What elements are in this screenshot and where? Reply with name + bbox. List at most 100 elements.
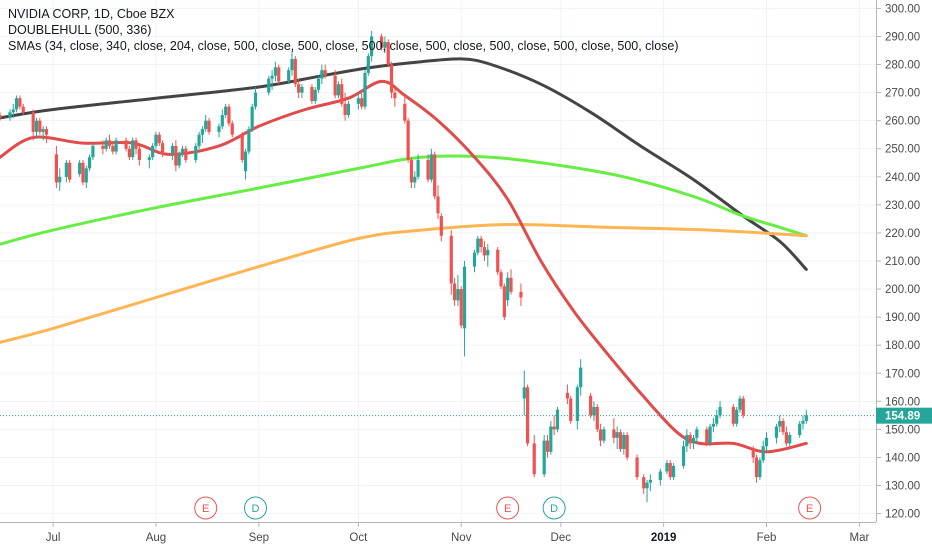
candle [433, 151, 437, 200]
candle [31, 109, 35, 141]
candle [522, 370, 526, 416]
candle-body [134, 140, 138, 149]
candle [645, 479, 649, 503]
candle-body [194, 145, 198, 160]
candle-body [111, 145, 115, 152]
candle [426, 154, 430, 183]
candle [91, 143, 95, 160]
candle-body [472, 252, 477, 267]
candle [545, 435, 550, 458]
candle-body [217, 126, 221, 132]
candle-body [44, 129, 49, 135]
candle-body [555, 409, 560, 430]
candle-body [758, 460, 762, 478]
candle-body [170, 145, 175, 155]
candle [300, 84, 304, 99]
earnings-marker[interactable]: E [798, 496, 822, 520]
candle-body [549, 426, 553, 452]
candle-body [452, 283, 457, 301]
candle-body [784, 432, 789, 444]
candle-body [658, 471, 662, 480]
candle-body [323, 70, 327, 76]
earnings-marker[interactable]: E [194, 496, 218, 520]
candle [459, 286, 463, 329]
time-tick-label: Jul [46, 532, 61, 544]
sma-indicator-label: SMAs (34, close, 340, close, 204, close,… [8, 39, 679, 53]
candle-body [625, 435, 629, 458]
candle-body [764, 437, 769, 447]
candle [111, 143, 115, 155]
candle-body [297, 84, 301, 93]
candle-body [499, 272, 503, 287]
candle [310, 84, 314, 104]
candle-body [774, 426, 779, 438]
price-tick-label: 300.00 [885, 3, 920, 15]
candle-body [406, 120, 410, 160]
candle-body [247, 129, 251, 152]
candle [671, 463, 676, 480]
candle-body [459, 289, 463, 326]
candle [197, 131, 201, 149]
candle [758, 457, 762, 480]
candle [688, 432, 692, 450]
candle [801, 415, 805, 430]
sma_orange-line [0, 222, 808, 344]
candle-body [645, 482, 649, 489]
candle-body [356, 98, 360, 104]
candle-body [778, 420, 782, 427]
earnings-marker[interactable]: E [496, 496, 520, 520]
candle [565, 384, 570, 405]
candle-body [277, 67, 281, 82]
candle-body [157, 134, 161, 144]
candle-body [602, 429, 606, 441]
candle [180, 145, 185, 158]
marker-label: E [202, 503, 209, 515]
candle-body [754, 457, 759, 478]
candle-body [708, 426, 712, 444]
candle [366, 53, 370, 76]
candle-body [68, 162, 72, 180]
candle [751, 446, 755, 464]
candle [462, 261, 467, 357]
candle [356, 92, 360, 110]
price-axis[interactable]: 120.00 130.00 140.00 150.00 160.00 170.00 180.… [876, 0, 932, 550]
candle [194, 143, 198, 163]
candle-body [174, 145, 178, 166]
candle [509, 269, 513, 295]
dividend-marker[interactable]: D [244, 496, 267, 520]
candle [389, 61, 394, 99]
candle [253, 87, 258, 110]
candle-body [715, 415, 719, 424]
candle-body [804, 415, 808, 421]
moving-average-lines [0, 57, 808, 454]
candle [658, 468, 662, 486]
marker-circle [798, 496, 822, 520]
candle [177, 151, 181, 169]
candle-body [622, 435, 626, 450]
candle [207, 117, 211, 135]
candle-body [615, 432, 619, 438]
candle [379, 33, 384, 51]
candle-body [31, 112, 35, 132]
candle-body [668, 463, 672, 478]
candle [555, 406, 560, 433]
candle [449, 230, 453, 295]
candle-body [393, 92, 397, 99]
dividend-marker[interactable]: D [542, 496, 566, 520]
candle [642, 474, 646, 494]
time-axis[interactable]: Jul Aug Sep Oct Nov Dec 2019 Feb Mar [0, 522, 876, 544]
candle [21, 103, 25, 116]
candle [297, 78, 301, 99]
candle [14, 95, 19, 113]
candle [273, 61, 278, 82]
candle [665, 460, 669, 475]
candle-body [370, 36, 374, 57]
price-tick-label: 250.00 [885, 144, 920, 156]
last-price-label: 154.89 [885, 411, 920, 423]
candle-body [705, 429, 709, 444]
candle-body [685, 435, 689, 447]
candle-body [798, 423, 802, 435]
candle-body [180, 148, 185, 155]
candle-body [154, 134, 158, 146]
